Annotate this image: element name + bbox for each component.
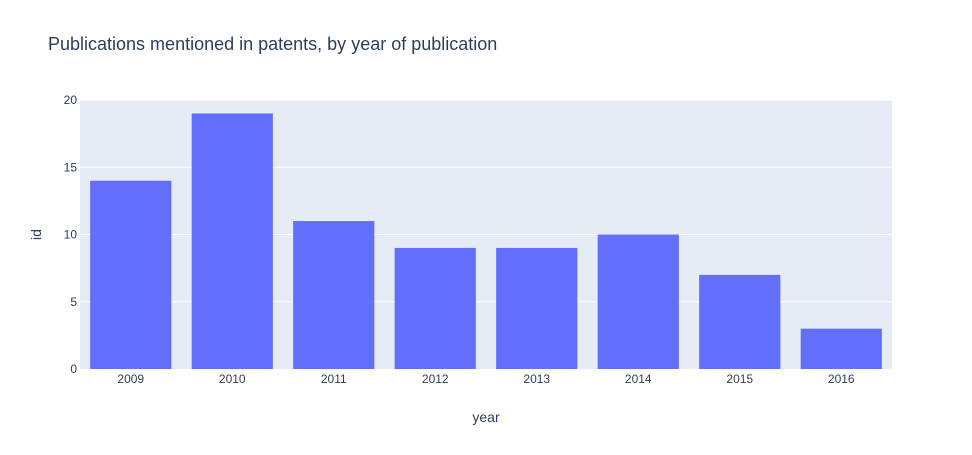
y-axis-ticks: 0 5 10 15 20: [64, 93, 78, 376]
y-tick-label: 15: [64, 160, 78, 174]
y-tick-label: 5: [70, 295, 77, 309]
y-tick-label: 10: [64, 228, 78, 242]
x-tick-label: 2009: [117, 372, 144, 386]
bar-2016[interactable]: [801, 329, 882, 369]
bar-2014[interactable]: [598, 235, 679, 370]
x-tick-label: 2010: [219, 372, 246, 386]
x-tick-label: 2011: [321, 372, 347, 386]
bar-2012[interactable]: [395, 248, 476, 369]
bar-2013[interactable]: [496, 248, 577, 369]
x-axis-title: year: [472, 409, 500, 425]
chart-title: Publications mentioned in patents, by ye…: [48, 34, 497, 54]
x-tick-label: 2016: [828, 372, 855, 386]
y-tick-label: 0: [70, 362, 77, 376]
x-axis-ticks: 2009 2010 2011 2012 2013 2014 2015 2016: [117, 372, 855, 386]
x-tick-label: 2014: [625, 372, 652, 386]
bar-2009[interactable]: [90, 181, 171, 369]
y-tick-label: 20: [64, 93, 78, 107]
bar-2010[interactable]: [192, 113, 273, 369]
bar-2015[interactable]: [699, 275, 780, 369]
y-axis-title: id: [28, 229, 44, 240]
x-tick-label: 2012: [422, 372, 449, 386]
bar-2011[interactable]: [293, 221, 374, 369]
x-tick-label: 2013: [523, 372, 550, 386]
x-tick-label: 2015: [726, 372, 753, 386]
